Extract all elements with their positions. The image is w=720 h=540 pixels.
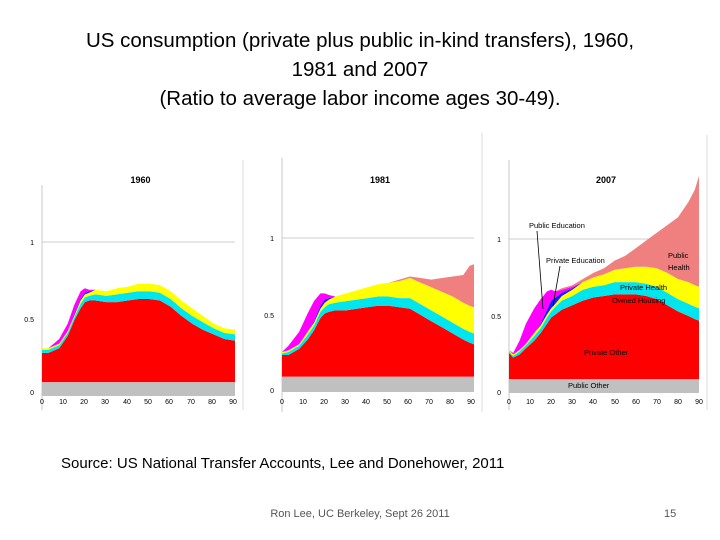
area-owned-housing xyxy=(509,282,699,358)
area-private-other xyxy=(282,305,474,377)
area-owned-housing xyxy=(42,291,235,353)
area-public-education xyxy=(282,278,474,352)
x-tick-label: 40 xyxy=(362,399,370,406)
annotation-label: Public Education xyxy=(529,221,585,230)
x-tick-label: 60 xyxy=(404,399,412,406)
annotation-leader xyxy=(552,265,561,307)
x-tick-label: 60 xyxy=(165,399,173,406)
x-tick-label: 20 xyxy=(320,399,328,406)
x-tick-label: 40 xyxy=(589,399,597,406)
footer-author: Ron Lee, UC Berkeley, Sept 26 2011 xyxy=(270,508,450,520)
x-tick-label: 20 xyxy=(547,399,555,406)
area-public-health xyxy=(509,175,699,353)
area-public-other xyxy=(42,382,235,396)
x-tick-label: 70 xyxy=(425,399,433,406)
x-tick-label: 90 xyxy=(695,399,703,406)
panel-title: 2007 xyxy=(596,175,616,185)
y-tick-label: 0 xyxy=(30,390,34,397)
area-private-education xyxy=(509,266,699,355)
area-private-health xyxy=(509,266,699,356)
x-tick-label: 60 xyxy=(632,399,640,406)
x-tick-label: 90 xyxy=(229,399,237,406)
y-tick-label: 0 xyxy=(497,390,501,397)
x-tick-label: 80 xyxy=(208,399,216,406)
y-tick-label: 0.5 xyxy=(24,317,34,324)
x-tick-label: 20 xyxy=(80,399,88,406)
x-tick-label: 50 xyxy=(383,399,391,406)
x-tick-label: 10 xyxy=(299,399,307,406)
annotation-label: Health xyxy=(668,263,690,272)
title-line: 1981 and 2007 xyxy=(291,58,429,81)
x-tick-label: 40 xyxy=(123,399,131,406)
area-public-other xyxy=(282,376,474,392)
y-tick-label: 0.5 xyxy=(264,313,274,320)
annotation-leader xyxy=(536,230,544,310)
area-private-health xyxy=(282,278,474,354)
x-tick-label: 0 xyxy=(507,399,511,406)
x-tick-label: 70 xyxy=(187,399,195,406)
x-tick-label: 80 xyxy=(446,399,454,406)
x-tick-label: 30 xyxy=(101,399,109,406)
x-tick-label: 0 xyxy=(280,399,284,406)
x-tick-label: 0 xyxy=(40,399,44,406)
source-note: Source: US National Transfer Accounts, L… xyxy=(61,455,505,472)
annotation-label: Public xyxy=(668,251,689,260)
area-private-other xyxy=(42,299,235,383)
y-tick-label: 0.5 xyxy=(491,314,501,321)
y-tick-label: 1 xyxy=(497,237,501,244)
y-tick-label: 0 xyxy=(270,388,274,395)
page-number: 15 xyxy=(664,508,677,520)
x-tick-label: 50 xyxy=(144,399,152,406)
x-tick-label: 10 xyxy=(59,399,67,406)
y-tick-label: 1 xyxy=(30,240,34,247)
x-tick-label: 90 xyxy=(467,399,475,406)
title-line: US consumption (private plus public in-k… xyxy=(85,29,635,52)
y-tick-label: 1 xyxy=(270,236,274,243)
slide-title: US consumption (private plus public in-k… xyxy=(20,26,700,113)
panel-title: 1981 xyxy=(370,175,390,185)
area-public-other xyxy=(509,379,699,393)
x-tick-label: 80 xyxy=(674,399,682,406)
x-tick-label: 30 xyxy=(341,399,349,406)
x-tick-label: 10 xyxy=(526,399,534,406)
annotation-label: Owned Housing xyxy=(612,296,665,305)
area-private-other xyxy=(509,294,699,380)
panel-title: 1960 xyxy=(130,175,150,185)
annotation-label: Private Other xyxy=(584,348,629,357)
annotation-label: Private Health xyxy=(620,283,667,292)
x-tick-label: 30 xyxy=(568,399,576,406)
annotation-label: Public Other xyxy=(568,381,610,390)
area-owned-housing xyxy=(282,296,474,355)
title-line: (Ratio to average labor income ages 30-4… xyxy=(159,87,561,110)
area-private-health xyxy=(42,283,235,350)
x-tick-label: 70 xyxy=(653,399,661,406)
x-tick-label: 50 xyxy=(611,399,619,406)
annotation-label: Private Education xyxy=(546,256,605,265)
